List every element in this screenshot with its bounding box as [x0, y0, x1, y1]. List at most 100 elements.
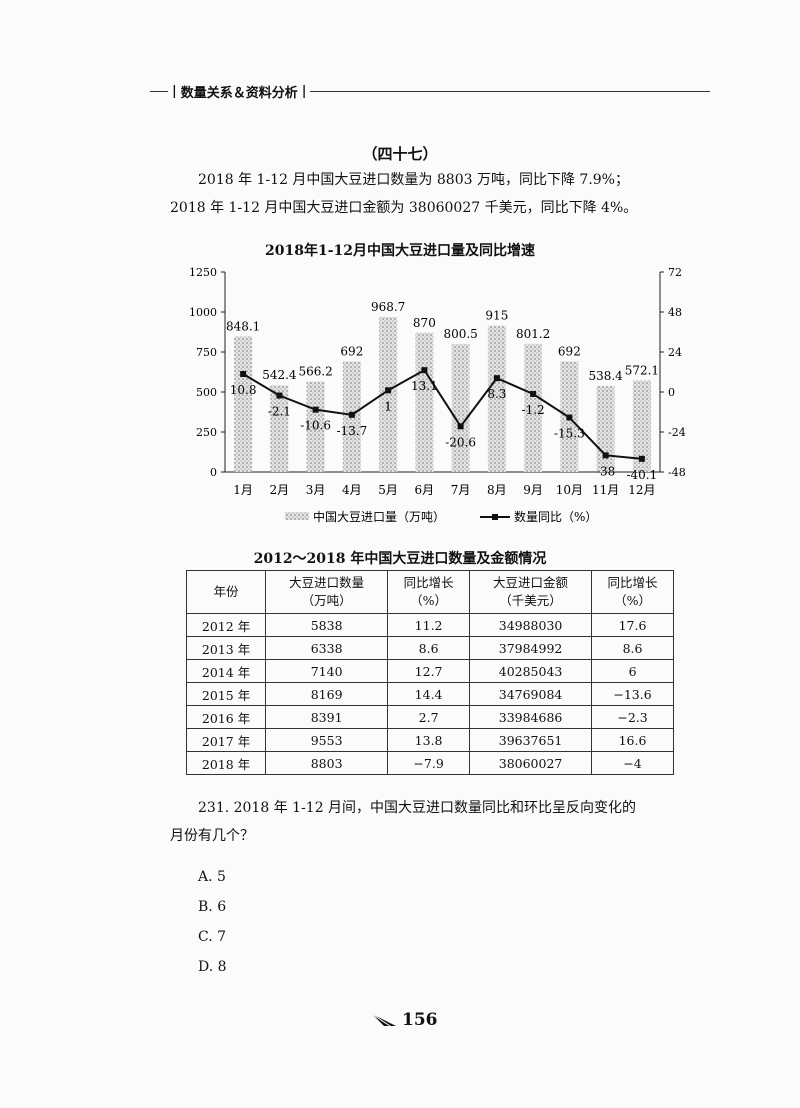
table-cell: 2013 年	[185, 636, 267, 660]
line-point	[348, 411, 355, 418]
bar-label: 800.5	[443, 327, 477, 341]
table-cell: −4	[591, 751, 674, 775]
table-row: 2017 年 9553 13.8 39637651 16.6	[185, 728, 674, 752]
line-series	[242, 368, 642, 460]
header-unit: （%）	[614, 593, 651, 608]
right-tick-label: 48	[668, 306, 682, 319]
table-cell: 8.6	[387, 636, 471, 660]
legend-line-marker	[492, 514, 498, 520]
column-header: 同比增长 （%）	[387, 570, 471, 614]
options: A. 5 B. 6 C. 7 D. 8	[198, 862, 227, 982]
data-table: 年份 大豆进口数量 （万吨） 同比增长 （%） 大豆进口金额 （千美元） 同比增长 （%） 20…	[185, 570, 674, 775]
table-cell: 17.6	[591, 613, 674, 637]
line-label: -20.6	[445, 435, 476, 449]
table-cell: 2016 年	[185, 705, 267, 729]
line-label: 10.8	[230, 383, 257, 397]
x-tick-label: 2月	[270, 483, 290, 497]
bar	[379, 317, 398, 472]
bar-label: 692	[340, 344, 363, 358]
quill-icon	[371, 1013, 396, 1027]
line-label: -40.1	[626, 468, 657, 482]
table-cell: 5838	[265, 613, 389, 637]
column-header: 年份	[185, 570, 267, 614]
table-cell: 7140	[265, 659, 389, 683]
bar	[524, 343, 543, 472]
left-tick-label: 250	[196, 426, 217, 439]
legend-bar-swatch	[285, 512, 309, 520]
table-row: 2016 年 8391 2.7 33984686 −2.3	[185, 705, 674, 729]
line-label: -1.2	[522, 403, 545, 417]
bar	[451, 343, 470, 472]
table-cell: 8803	[265, 751, 389, 775]
bar-label: 538.4	[588, 369, 623, 383]
line-label: -38	[596, 464, 615, 478]
x-tick-label: 9月	[523, 483, 543, 497]
table-cell: 6	[591, 659, 674, 683]
table-row: 2015 年 8169 14.4 34769084 −13.6	[185, 682, 674, 706]
column-header: 同比增长 （%）	[591, 570, 674, 614]
right-tick-label: -48	[668, 466, 686, 479]
bar-label: 566.2	[298, 364, 332, 378]
table-cell: 2012 年	[185, 613, 267, 637]
table-cell: 11.2	[387, 613, 471, 637]
header-unit: （万吨）	[301, 593, 352, 608]
question-text: 231. 2018 年 1-12 月间，中国大豆进口数量同比和环比呈反向变化的月…	[170, 800, 637, 844]
page-number-text: 156	[402, 1010, 438, 1030]
option-c[interactable]: C. 7	[198, 929, 227, 945]
x-tick-label: 5月	[378, 483, 398, 497]
table-cell: 33984686	[469, 705, 593, 729]
table-cell: 2017 年	[185, 728, 267, 752]
column-header: 大豆进口金额 （千美元）	[469, 570, 593, 614]
problem-title: （四十七）	[362, 145, 438, 163]
bar	[270, 385, 289, 472]
table-row: 2013 年 6338 8.6 37984992 8.6	[185, 636, 674, 660]
table-cell: 2018 年	[185, 751, 267, 775]
x-tick-label: 6月	[415, 483, 435, 497]
table-row: 2018 年 8803 −7.9 38060027 −4	[185, 751, 674, 775]
left-tick-label: 1000	[189, 306, 217, 319]
bar	[596, 385, 615, 472]
line-label: -2.1	[268, 405, 291, 419]
option-a[interactable]: A. 5	[198, 869, 226, 885]
legend-bar-label: 中国大豆进口量（万吨）	[313, 509, 445, 524]
table-cell: 6338	[265, 636, 389, 660]
line-point	[493, 375, 500, 382]
header-line: 大豆进口数量	[289, 575, 365, 590]
table-cell: 8391	[265, 705, 389, 729]
x-tick-label: 8月	[487, 483, 507, 497]
divider	[150, 91, 168, 92]
table-cell: 8.6	[591, 636, 674, 660]
bar-label: 801.2	[516, 327, 550, 341]
line-label: 1	[384, 399, 392, 413]
bar	[415, 332, 434, 472]
line-label: 13.1	[411, 379, 438, 393]
header-line: 大豆进口金额	[493, 575, 569, 590]
table-cell: 39637651	[469, 728, 593, 752]
table-cell: −2.3	[591, 705, 674, 729]
x-tick-label: 10月	[556, 483, 583, 497]
left-tick-label: 0	[210, 466, 217, 479]
x-tick-label: 11月	[592, 483, 619, 497]
combo-chart: 0 250 500 750 1000 1250 -48 -24 0 24 48 72 848.1 542.…	[189, 266, 686, 524]
left-tick-label: 750	[196, 346, 217, 359]
option-d[interactable]: D. 8	[198, 959, 227, 975]
table-cell: 38060027	[469, 751, 593, 775]
bar	[487, 325, 506, 472]
line-point	[530, 391, 537, 397]
line-point	[566, 414, 573, 421]
line-label: -10.6	[300, 419, 331, 433]
table-cell: 2014 年	[185, 659, 267, 683]
chart-title: 2018年1-12月中国大豆进口量及同比增速	[265, 243, 535, 259]
table-cell: 34988030	[469, 613, 593, 637]
line-point	[421, 367, 428, 374]
bar-label: 572.1	[625, 363, 659, 377]
option-b[interactable]: B. 6	[198, 899, 227, 915]
table-cell: 37984992	[469, 636, 593, 660]
x-tick-label: 12月	[628, 483, 655, 497]
line-point	[602, 452, 609, 459]
table-cell: 2015 年	[185, 682, 267, 706]
line-label: 8.3	[487, 387, 506, 401]
table-title: 2012～2018 年中国大豆进口数量及金额情况	[253, 551, 547, 567]
bar-label: 692	[558, 344, 581, 358]
